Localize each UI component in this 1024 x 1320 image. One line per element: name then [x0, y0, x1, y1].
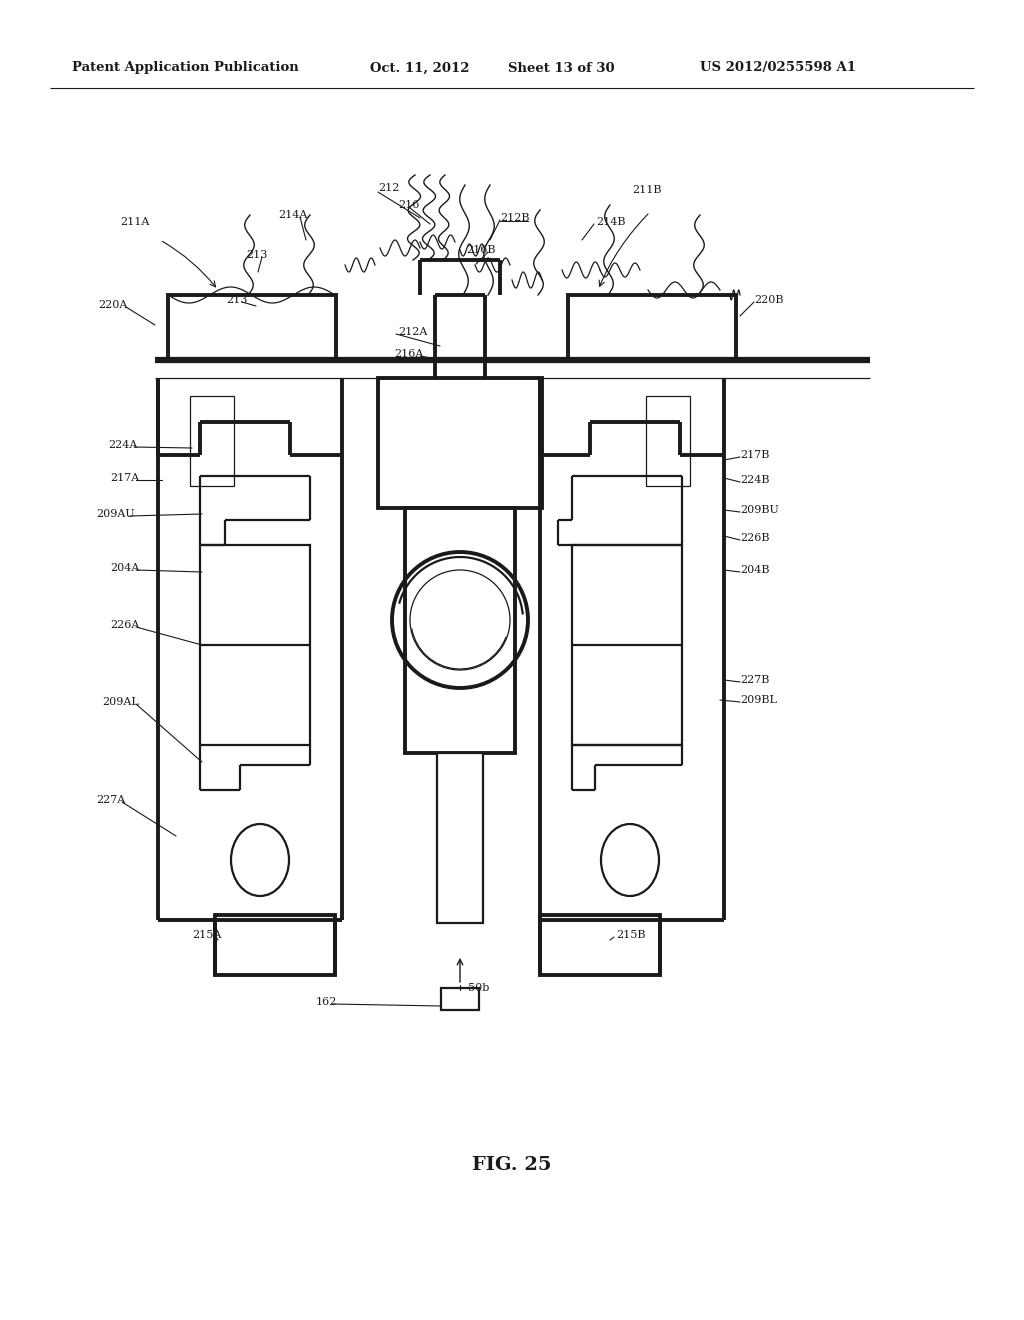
Text: 209BU: 209BU [740, 506, 778, 515]
Text: 209BL: 209BL [740, 696, 777, 705]
Text: 50b: 50b [468, 983, 489, 993]
Text: 209AU: 209AU [96, 510, 134, 519]
Text: 211B: 211B [632, 185, 662, 195]
Text: 162: 162 [316, 997, 337, 1007]
Text: 217B: 217B [740, 450, 769, 459]
Text: 214A: 214A [278, 210, 307, 220]
Text: Oct. 11, 2012: Oct. 11, 2012 [370, 62, 469, 74]
Text: US 2012/0255598 A1: US 2012/0255598 A1 [700, 62, 856, 74]
Text: 226A: 226A [110, 620, 139, 630]
Text: 224A: 224A [108, 440, 137, 450]
Text: 220B: 220B [754, 294, 783, 305]
Bar [441, 987, 479, 1010]
Text: 204B: 204B [740, 565, 769, 576]
Text: 211A: 211A [120, 216, 150, 227]
Bar [437, 752, 483, 923]
Text: 217A: 217A [110, 473, 139, 483]
Bar [646, 396, 690, 486]
Text: 209AL: 209AL [102, 697, 138, 708]
Text: 204A: 204A [110, 564, 139, 573]
Bar [406, 508, 515, 752]
Text: 227B: 227B [740, 675, 769, 685]
Text: 216B: 216B [466, 246, 496, 255]
Text: 212: 212 [378, 183, 399, 193]
Bar [190, 396, 234, 486]
Text: 216A: 216A [394, 348, 423, 359]
Text: 213: 213 [246, 249, 267, 260]
Text: FIG. 25: FIG. 25 [472, 1156, 552, 1173]
Text: 214B: 214B [596, 216, 626, 227]
Bar [378, 378, 542, 508]
Text: Patent Application Publication: Patent Application Publication [72, 62, 299, 74]
Bar [568, 294, 736, 360]
Text: 226B: 226B [740, 533, 769, 543]
Bar [200, 545, 310, 744]
Text: 216: 216 [398, 201, 420, 210]
Text: 224B: 224B [740, 475, 769, 484]
Text: 212B: 212B [500, 213, 529, 223]
Text: 220A: 220A [98, 300, 127, 310]
Text: 212A: 212A [398, 327, 427, 337]
Bar [215, 915, 335, 975]
Text: Sheet 13 of 30: Sheet 13 of 30 [508, 62, 614, 74]
Bar [168, 294, 336, 360]
Bar [540, 915, 660, 975]
Text: 215B: 215B [616, 931, 645, 940]
Bar [572, 545, 682, 744]
Text: 215A: 215A [193, 931, 221, 940]
Text: 213: 213 [226, 294, 248, 305]
Text: 227A: 227A [96, 795, 125, 805]
